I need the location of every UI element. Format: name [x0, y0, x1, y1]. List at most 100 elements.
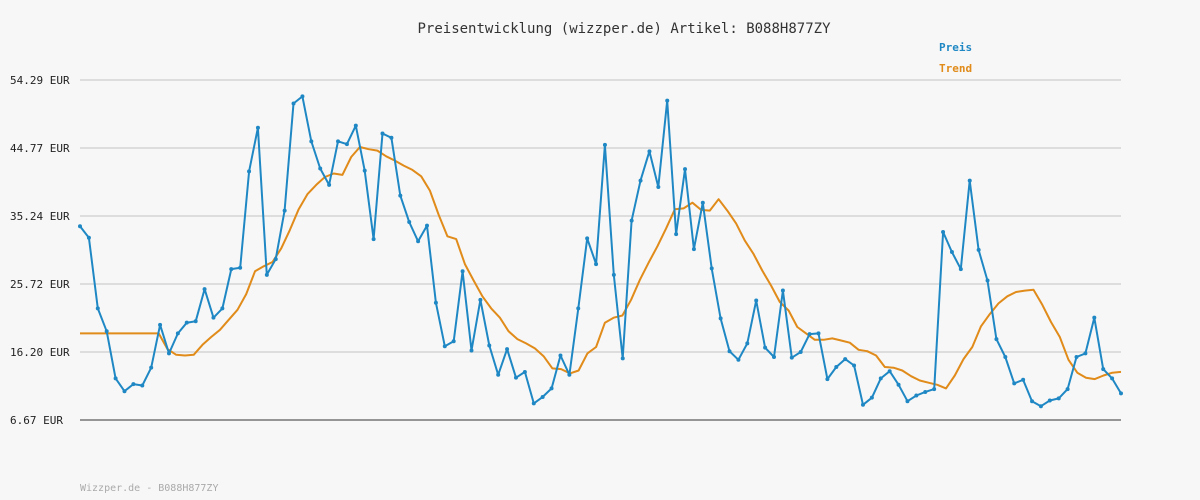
data-point: [104, 329, 109, 334]
data-point: [362, 168, 367, 173]
data-point: [1003, 354, 1008, 359]
data-point: [425, 223, 429, 228]
data-point: [914, 393, 919, 398]
y-tick-label: 44.77 EUR: [10, 142, 70, 155]
data-point: [78, 224, 82, 229]
data-point: [247, 169, 252, 174]
data-point: [932, 387, 937, 392]
data-point: [691, 247, 696, 252]
data-point: [122, 389, 127, 394]
data-point: [487, 343, 492, 348]
data-point: [1074, 354, 1079, 359]
data-point: [193, 319, 198, 324]
data-point: [353, 123, 358, 128]
data-point: [736, 357, 741, 362]
data-point: [273, 257, 278, 262]
data-point: [647, 149, 652, 154]
data-point: [442, 344, 447, 349]
y-tick-label: 16.20 EUR: [10, 346, 70, 359]
y-tick-label: 6.67 EUR: [10, 414, 63, 427]
data-point: [175, 331, 180, 336]
data-point: [1038, 404, 1043, 409]
data-point: [540, 394, 545, 399]
data-point: [549, 386, 554, 391]
data-point: [976, 247, 981, 252]
data-point: [113, 376, 118, 381]
data-point: [754, 298, 759, 303]
data-point: [505, 347, 510, 352]
data-point: [994, 337, 999, 342]
data-point: [967, 178, 972, 183]
data-point: [380, 131, 385, 136]
data-point: [469, 348, 474, 353]
data-point: [674, 232, 679, 237]
data-point: [852, 363, 857, 368]
chart-title: Preisentwicklung (wizzper.de) Artikel: B…: [417, 21, 831, 37]
data-point: [336, 139, 341, 144]
data-point: [522, 369, 527, 374]
data-point: [656, 185, 661, 190]
data-point: [594, 262, 599, 267]
data-point: [86, 235, 91, 240]
data-point: [611, 272, 616, 277]
data-point: [1110, 376, 1115, 381]
data-point: [905, 399, 910, 404]
data-point: [513, 375, 518, 380]
data-point: [629, 218, 634, 223]
data-point: [709, 266, 714, 271]
data-point: [798, 349, 803, 354]
data-point: [825, 377, 830, 382]
data-point: [985, 278, 990, 283]
y-tick-label: 54.29 EUR: [10, 74, 70, 87]
data-point: [727, 349, 732, 354]
series-layer: [78, 94, 1123, 409]
data-point: [264, 272, 269, 277]
data-point: [371, 237, 376, 242]
data-point: [202, 287, 207, 292]
data-point: [585, 236, 590, 241]
data-point: [576, 306, 581, 311]
series-line-trend: [80, 146, 1122, 390]
data-point: [300, 94, 305, 99]
data-point: [1083, 351, 1088, 356]
data-point: [834, 364, 839, 369]
data-point: [887, 369, 892, 374]
data-point: [665, 98, 670, 103]
data-point: [763, 345, 768, 350]
data-point: [620, 356, 625, 361]
data-point: [949, 249, 954, 254]
data-point: [1047, 398, 1052, 403]
data-point: [860, 402, 865, 407]
data-point: [496, 372, 501, 377]
series-line-preis: [79, 95, 1122, 408]
data-point: [282, 208, 287, 213]
data-point: [878, 376, 883, 381]
data-point: [309, 139, 314, 144]
data-point: [451, 339, 456, 344]
legend-preis: Preis: [939, 41, 972, 54]
legend-trend: Trend: [939, 62, 972, 75]
data-point: [1056, 396, 1061, 401]
data-point: [567, 372, 572, 377]
data-point: [789, 355, 794, 360]
data-point: [1092, 315, 1097, 320]
data-point: [255, 125, 260, 130]
data-point: [923, 389, 928, 394]
data-point: [158, 322, 163, 327]
data-point: [807, 332, 812, 337]
data-point: [478, 297, 483, 302]
data-point: [407, 220, 412, 225]
data-point: [140, 383, 145, 388]
data-point: [843, 357, 848, 362]
data-point: [941, 230, 946, 235]
data-point: [638, 178, 643, 183]
data-point: [433, 300, 438, 305]
data-point: [389, 135, 394, 140]
chart-footer: Wizzper.de - B088H877ZY: [80, 483, 218, 494]
data-point: [896, 382, 901, 387]
data-point: [531, 401, 536, 406]
data-point: [166, 351, 171, 356]
data-point: [238, 265, 243, 270]
data-point: [184, 320, 189, 325]
data-point: [1012, 381, 1017, 386]
